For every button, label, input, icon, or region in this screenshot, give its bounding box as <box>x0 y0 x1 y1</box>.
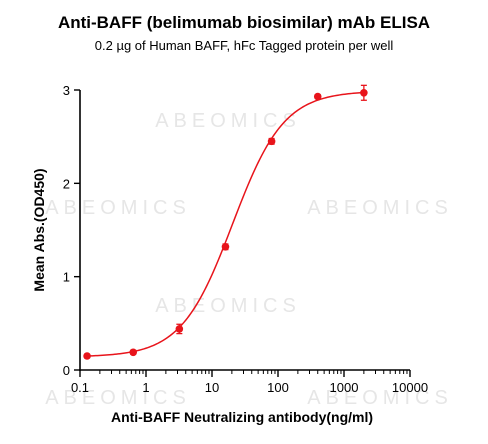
x-tick-label: 10 <box>205 380 219 395</box>
chart-title: Anti-BAFF (belimumab biosimilar) mAb ELI… <box>58 13 430 32</box>
x-axis-label: Anti-BAFF Neutralizing antibody(ng/ml) <box>111 409 373 425</box>
watermark-text: ABEOMICS <box>155 295 301 317</box>
x-tick-label: 100 <box>267 380 289 395</box>
data-point <box>267 137 276 146</box>
watermark-text: ABEOMICS <box>45 387 191 409</box>
y-tick-label: 2 <box>63 176 70 191</box>
x-tick-label: 10000 <box>392 380 428 395</box>
x-tick-label: 1000 <box>330 380 359 395</box>
watermark-layer: ABEOMICS ABEOMICS ABEOMICS ABEOMICS ABEOMICS… <box>45 110 453 409</box>
watermark-text: ABEOMICS <box>307 387 453 409</box>
x-tick-label: 0.1 <box>71 380 89 395</box>
data-point <box>221 243 230 251</box>
data-point <box>83 352 91 360</box>
data-point <box>360 89 368 97</box>
axes: 0 1 2 3 0.1 1 10 100 1000 10000 <box>63 83 428 395</box>
y-tick-label: 3 <box>63 83 70 98</box>
chart-subtitle: 0.2 µg of Human BAFF, hFc Tagged protein… <box>95 38 394 53</box>
watermark-text: ABEOMICS <box>155 110 301 132</box>
data-point <box>175 325 184 333</box>
data-point <box>129 348 138 357</box>
y-tick-label: 1 <box>63 270 70 285</box>
y-axis-label: Mean Abs.(OD450) <box>31 168 47 291</box>
data-points-layer <box>83 84 368 360</box>
watermark-text: ABEOMICS <box>45 197 191 219</box>
y-tick-label: 0 <box>63 363 70 378</box>
x-tick-label: 1 <box>142 380 149 395</box>
watermark-text: ABEOMICS <box>307 197 453 219</box>
data-point <box>313 92 322 101</box>
